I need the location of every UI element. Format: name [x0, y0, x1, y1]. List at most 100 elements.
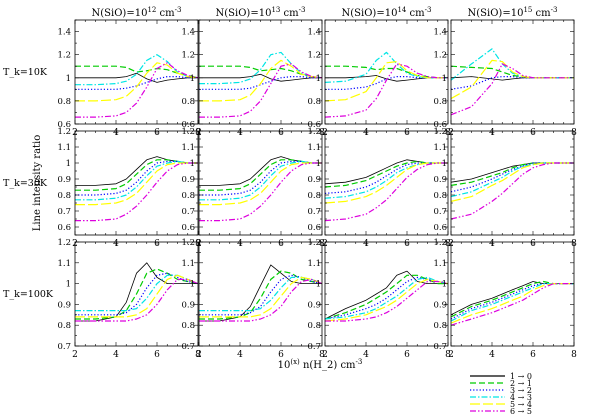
- y-tick-label: 0.7: [307, 207, 321, 217]
- y-tick-label: 1: [316, 280, 321, 290]
- y-tick-label: 1.1: [307, 143, 321, 153]
- y-tick-label: 1: [442, 159, 447, 169]
- series-line-5-4: [451, 59, 574, 100]
- series-line-3-2: [325, 162, 448, 194]
- series-line-5-4: [75, 162, 198, 206]
- y-tick-label: 0.7: [433, 342, 447, 352]
- series-line-6-5: [199, 278, 322, 322]
- series-line-2-1: [75, 268, 198, 320]
- y-tick-label: 1: [190, 74, 195, 84]
- panel: 2 4 6 80.70.80.911.11.2: [181, 238, 325, 360]
- y-tick-label: 1.4: [433, 28, 447, 38]
- y-tick-label: 1.1: [181, 259, 195, 269]
- series-line-6-5: [199, 63, 322, 118]
- panel: 2 4 6 80.70.80.911.11.2: [433, 238, 577, 360]
- y-tick-label: 0.6: [433, 223, 447, 233]
- panel-frame: [198, 241, 323, 347]
- y-tick-label: 0.7: [433, 207, 447, 217]
- y-tick-label: 0.7: [57, 207, 71, 217]
- legend-label: 4 → 3: [510, 393, 532, 402]
- y-tick-label: 1: [442, 74, 447, 84]
- y-tick-label: 1.2: [57, 127, 71, 137]
- y-tick-label: 1.2: [307, 51, 321, 61]
- y-axis-label: Line intensity ratio: [32, 135, 43, 232]
- y-tick-label: 0.9: [433, 300, 447, 310]
- y-tick-label: 1.2: [433, 127, 447, 137]
- series-line-4-3: [75, 160, 198, 201]
- series-line-1-0: [75, 156, 198, 186]
- y-tick-label: 1.4: [307, 28, 321, 38]
- y-tick-label: 0.6: [433, 120, 447, 130]
- panel-frame: [324, 19, 449, 125]
- series-line-4-3: [451, 48, 574, 81]
- y-tick-label: 1.1: [433, 259, 447, 269]
- series-line-5-4: [199, 276, 322, 318]
- series-line-6-5: [325, 162, 448, 222]
- y-tick-label: 1: [66, 159, 71, 169]
- x-tick-label: 6: [154, 350, 160, 360]
- series-line-6-5: [199, 162, 322, 222]
- series-line-6-5: [75, 62, 198, 118]
- series-line-6-5: [451, 162, 574, 220]
- series-line-6-5: [75, 278, 198, 322]
- y-tick-label: 0.6: [57, 223, 71, 233]
- panel: 2 4 6 80.60.811.21.4: [307, 19, 451, 138]
- y-tick-label: 1.1: [307, 259, 321, 269]
- x-tick-label: 8: [571, 350, 577, 360]
- panel: 2 4 6 80.60.811.21.4: [57, 19, 201, 138]
- y-tick-label: 1.1: [433, 143, 447, 153]
- series-line-4-3: [325, 162, 448, 199]
- series-line-6-5: [75, 162, 198, 222]
- y-tick-label: 1.2: [57, 238, 71, 248]
- y-tick-label: 0.9: [181, 300, 195, 310]
- series-line-1-0: [199, 156, 322, 186]
- x-tick-label: 8: [195, 350, 201, 360]
- y-tick-label: 0.9: [181, 175, 195, 185]
- series-line-5-4: [199, 162, 322, 206]
- x-tick-label: 4: [237, 350, 243, 360]
- panel-frame: [198, 19, 323, 125]
- series-line-1-0: [75, 262, 198, 322]
- y-tick-label: 0.8: [181, 97, 195, 107]
- y-tick-label: 1.4: [57, 28, 71, 38]
- y-tick-label: 1: [442, 280, 447, 290]
- series-line-4-3: [199, 51, 322, 85]
- y-tick-label: 0.9: [57, 300, 71, 310]
- y-tick-label: 0.6: [181, 120, 195, 130]
- y-tick-label: 0.6: [307, 223, 321, 233]
- series-line-5-4: [325, 61, 448, 102]
- y-tick-label: 0.9: [307, 175, 321, 185]
- series-line-4-3: [325, 51, 448, 83]
- series-line-2-1: [325, 160, 448, 188]
- y-tick-label: 1: [66, 280, 71, 290]
- y-tick-label: 0.8: [181, 321, 195, 331]
- series-line-5-4: [199, 59, 322, 102]
- y-tick-label: 1.2: [433, 51, 447, 61]
- x-tick-label: 6: [278, 350, 284, 360]
- series-line-4-3: [199, 160, 322, 201]
- y-tick-label: 0.8: [307, 321, 321, 331]
- y-tick-label: 1.2: [307, 238, 321, 248]
- y-tick-label: 0.9: [433, 175, 447, 185]
- x-tick-label: 8: [445, 350, 451, 360]
- series-line-2-1: [75, 65, 198, 79]
- y-tick-label: 1.4: [181, 28, 195, 38]
- y-tick-label: 0.7: [181, 342, 195, 352]
- y-tick-label: 0.9: [307, 300, 321, 310]
- y-tick-label: 0.8: [57, 321, 71, 331]
- y-tick-label: 0.8: [433, 97, 447, 107]
- y-tick-label: 0.8: [307, 97, 321, 107]
- x-tick-label: 4: [113, 350, 119, 360]
- legend-label: 6 → 5: [510, 407, 532, 414]
- y-tick-label: 1.1: [57, 259, 71, 269]
- y-tick-label: 1: [66, 74, 71, 84]
- y-tick-label: 0.8: [57, 97, 71, 107]
- y-tick-label: 1: [316, 74, 321, 84]
- y-tick-label: 1: [316, 159, 321, 169]
- legend: 1 → 02 → 13 → 24 → 35 → 46 → 5: [470, 372, 532, 414]
- series-line-6-5: [451, 63, 574, 116]
- series-line-1-0: [451, 162, 574, 183]
- y-tick-label: 1: [190, 280, 195, 290]
- panel: 2 4 6 80.60.70.80.911.11.2: [57, 127, 201, 249]
